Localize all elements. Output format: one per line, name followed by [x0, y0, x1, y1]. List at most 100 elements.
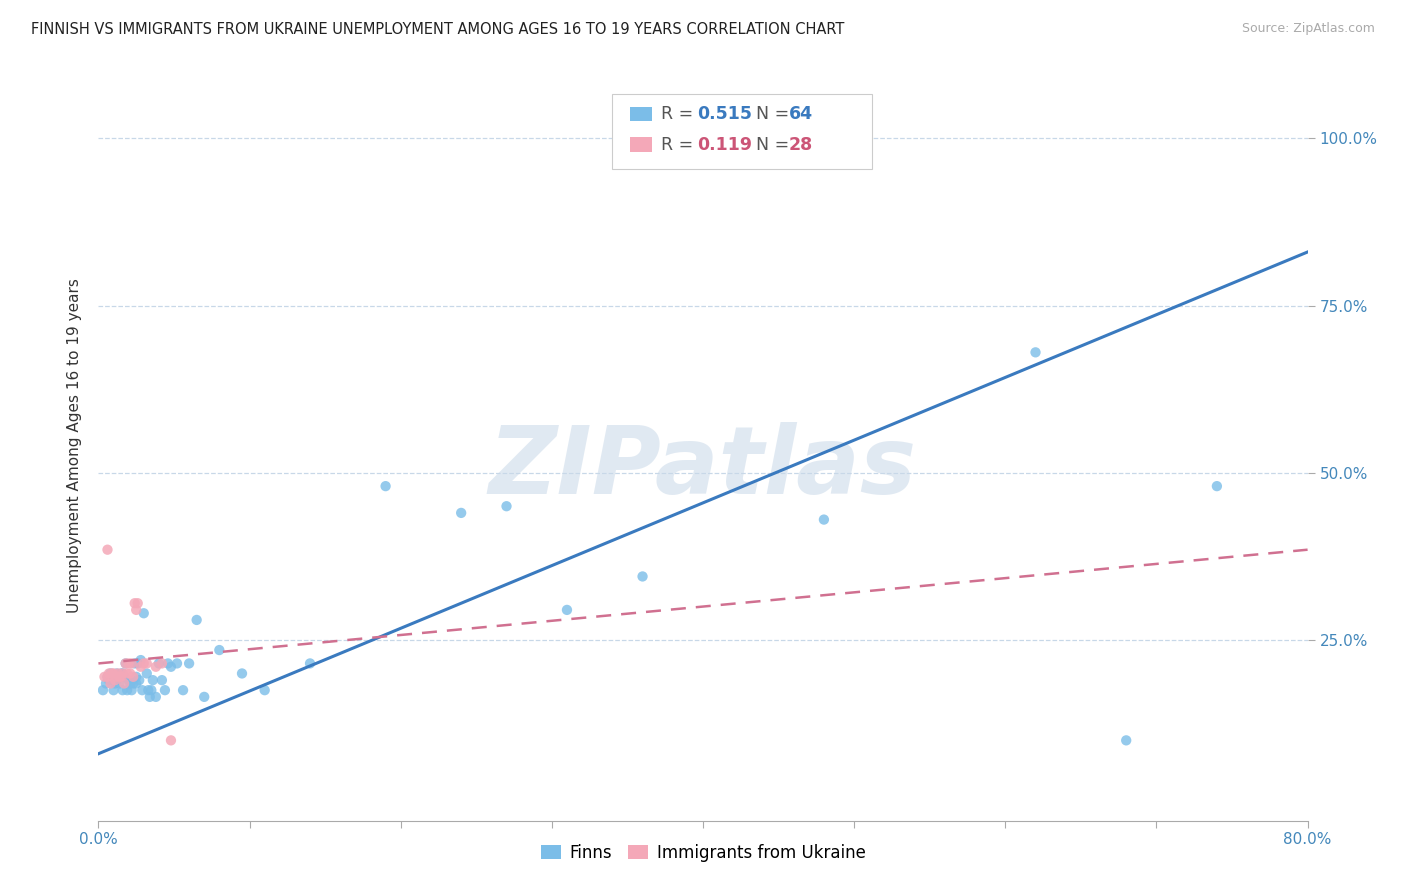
- Point: [100, 666, 122, 681]
- Point: [813, 513, 835, 527]
- Point: [100, 676, 122, 690]
- Point: [131, 683, 153, 698]
- Point: [555, 603, 578, 617]
- Point: [150, 657, 173, 671]
- Point: [179, 657, 201, 671]
- Point: [132, 657, 155, 671]
- Point: [112, 670, 135, 684]
- Point: [120, 676, 142, 690]
- Point: [118, 673, 141, 688]
- Point: [124, 596, 146, 610]
- Point: [125, 676, 148, 690]
- Point: [111, 683, 134, 698]
- Point: [101, 666, 124, 681]
- Text: 28: 28: [789, 136, 813, 153]
- Text: R =: R =: [661, 136, 699, 153]
- Point: [153, 683, 176, 698]
- Point: [1024, 345, 1046, 359]
- Point: [111, 666, 134, 681]
- Point: [120, 666, 142, 681]
- Point: [98, 673, 121, 688]
- Point: [124, 657, 146, 671]
- Point: [103, 683, 125, 698]
- Text: FINNISH VS IMMIGRANTS FROM UKRAINE UNEMPLOYMENT AMONG AGES 16 TO 19 YEARS CORREL: FINNISH VS IMMIGRANTS FROM UKRAINE UNEMP…: [31, 22, 845, 37]
- Point: [122, 676, 145, 690]
- Point: [114, 657, 136, 671]
- Point: [108, 676, 131, 690]
- Point: [145, 690, 167, 704]
- Point: [129, 653, 152, 667]
- Point: [495, 500, 517, 514]
- Point: [114, 657, 136, 671]
- Text: 64: 64: [789, 105, 813, 123]
- Point: [111, 666, 134, 681]
- Point: [127, 596, 149, 610]
- Point: [142, 673, 165, 688]
- Point: [105, 670, 128, 684]
- Point: [208, 643, 231, 657]
- Text: 0.515: 0.515: [697, 105, 752, 123]
- Point: [110, 670, 132, 684]
- Point: [450, 506, 472, 520]
- Point: [115, 666, 138, 681]
- Point: [121, 683, 143, 698]
- Point: [631, 569, 654, 583]
- Text: N =: N =: [756, 105, 796, 123]
- Point: [96, 670, 118, 684]
- Point: [122, 670, 145, 684]
- Point: [105, 666, 128, 681]
- Point: [160, 660, 183, 674]
- Point: [101, 673, 124, 688]
- Point: [103, 666, 125, 681]
- Text: 0.119: 0.119: [697, 136, 752, 153]
- Point: [148, 657, 170, 671]
- Point: [107, 666, 129, 681]
- Point: [135, 657, 157, 671]
- Legend: Finns, Immigrants from Ukraine: Finns, Immigrants from Ukraine: [534, 838, 872, 869]
- Point: [253, 683, 276, 698]
- Point: [125, 603, 148, 617]
- Point: [160, 733, 183, 747]
- Point: [129, 660, 152, 674]
- Point: [752, 131, 775, 145]
- Point: [118, 657, 141, 671]
- Point: [135, 666, 157, 681]
- Point: [94, 676, 117, 690]
- Point: [96, 542, 118, 557]
- Text: Source: ZipAtlas.com: Source: ZipAtlas.com: [1241, 22, 1375, 36]
- Point: [105, 673, 128, 688]
- Point: [299, 657, 322, 671]
- Point: [186, 613, 208, 627]
- Point: [150, 673, 173, 688]
- Point: [91, 683, 114, 698]
- Point: [156, 657, 179, 671]
- Point: [136, 683, 159, 698]
- Point: [103, 670, 125, 684]
- Point: [145, 660, 167, 674]
- Point: [1115, 733, 1137, 747]
- Text: R =: R =: [661, 105, 699, 123]
- Point: [107, 670, 129, 684]
- Point: [128, 673, 150, 688]
- Point: [112, 676, 135, 690]
- Y-axis label: Unemployment Among Ages 16 to 19 years: Unemployment Among Ages 16 to 19 years: [66, 278, 82, 614]
- Point: [692, 131, 714, 145]
- Point: [115, 683, 138, 698]
- Point: [93, 670, 115, 684]
- Point: [110, 666, 132, 681]
- Text: N =: N =: [756, 136, 796, 153]
- Point: [127, 657, 149, 671]
- Text: ZIPatlas: ZIPatlas: [489, 423, 917, 515]
- Point: [108, 670, 131, 684]
- Point: [121, 657, 143, 671]
- Point: [121, 673, 143, 688]
- Point: [132, 607, 155, 621]
- Point: [141, 683, 163, 698]
- Point: [172, 683, 194, 698]
- Point: [193, 690, 215, 704]
- Point: [98, 666, 121, 681]
- Point: [231, 666, 253, 681]
- Point: [1206, 479, 1229, 493]
- Point: [125, 670, 148, 684]
- Point: [374, 479, 396, 493]
